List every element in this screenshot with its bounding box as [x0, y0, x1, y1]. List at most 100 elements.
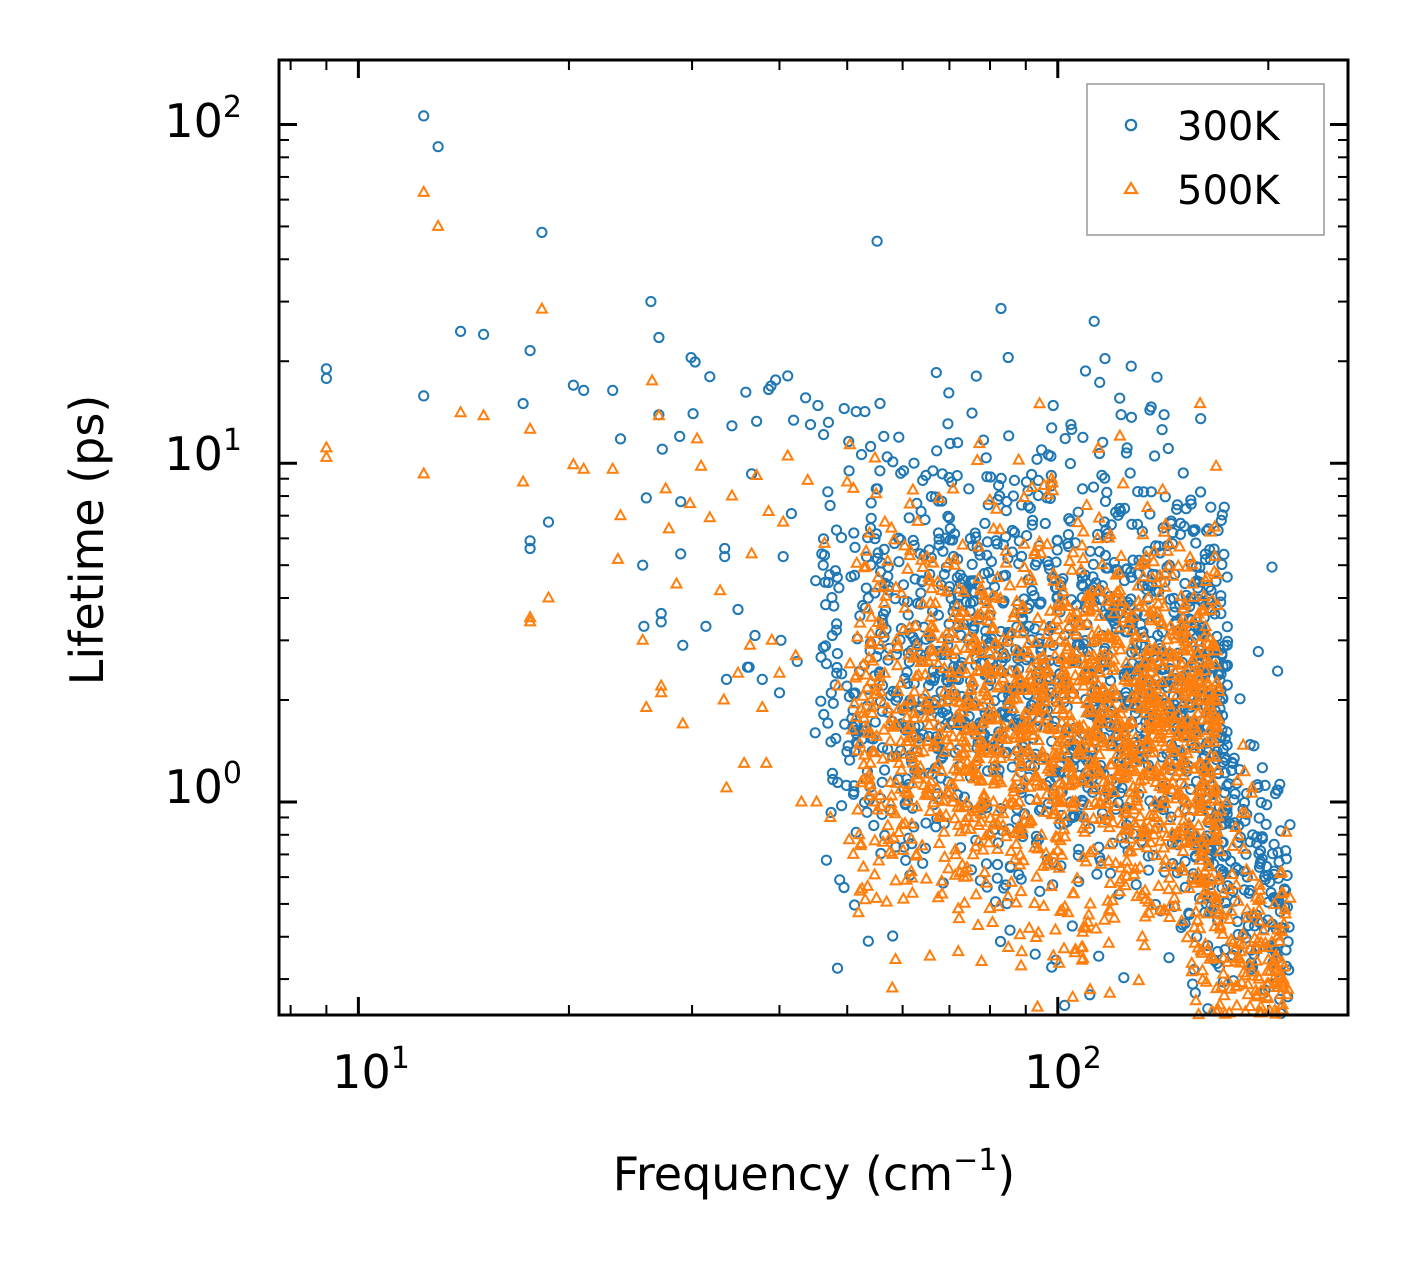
point-500K	[910, 799, 924, 812]
point-500K	[918, 694, 932, 707]
point-500K	[1179, 833, 1193, 846]
point-500K	[1026, 701, 1040, 714]
point-500K	[1003, 578, 1017, 591]
point-500K	[971, 607, 985, 620]
point-500K	[981, 672, 996, 685]
point-500K	[1088, 758, 1102, 771]
point-500K	[1235, 805, 1249, 818]
point-500K	[1091, 440, 1105, 453]
point-300K	[1218, 501, 1230, 513]
point-500K	[885, 980, 899, 993]
point-500K	[852, 827, 866, 840]
y-tick-label-1: 100	[164, 756, 242, 814]
point-500K	[645, 373, 659, 386]
point-300K	[1219, 767, 1231, 779]
point-500K	[977, 790, 991, 803]
point-500K	[1222, 911, 1237, 924]
point-300K	[843, 465, 855, 477]
point-500K	[1059, 760, 1074, 773]
point-500K	[1016, 853, 1030, 866]
point-500K	[904, 730, 918, 743]
point-500K	[1201, 859, 1215, 872]
point-500K	[974, 806, 988, 819]
point-500K	[948, 811, 962, 824]
point-500K	[1078, 661, 1092, 674]
point-300K	[1064, 458, 1077, 470]
point-500K	[1210, 674, 1224, 687]
point-500K	[1042, 721, 1057, 734]
point-500K	[892, 755, 906, 768]
point-300K	[992, 837, 1004, 849]
point-500K	[1110, 633, 1124, 646]
point-500K	[932, 836, 946, 849]
point-500K	[1225, 866, 1239, 879]
point-500K	[1192, 756, 1206, 769]
point-500K	[1187, 589, 1201, 602]
point-300K	[1093, 447, 1106, 460]
point-500K	[1066, 732, 1080, 745]
point-500K	[1040, 787, 1054, 800]
point-500K	[857, 757, 871, 770]
point-500K	[1204, 881, 1218, 894]
point-500K	[889, 749, 903, 762]
point-300K	[675, 496, 687, 508]
point-500K	[961, 692, 975, 705]
point-500K	[1106, 815, 1120, 828]
point-500K	[1150, 759, 1165, 772]
point-500K	[897, 538, 912, 551]
point-500K	[1231, 828, 1246, 841]
point-300K	[809, 727, 821, 739]
point-500K	[744, 546, 759, 559]
point-300K	[815, 651, 827, 663]
point-300K	[1190, 537, 1202, 549]
point-300K	[675, 548, 687, 560]
point-300K	[1221, 621, 1233, 633]
point-300K	[862, 532, 874, 544]
point-300K	[1003, 430, 1015, 442]
point-300K	[1125, 593, 1137, 605]
point-500K	[1097, 912, 1112, 925]
point-500K	[972, 436, 987, 449]
point-500K	[941, 861, 956, 874]
point-500K	[1194, 943, 1208, 956]
point-500K	[884, 795, 898, 808]
point-300K	[930, 367, 942, 379]
point-300K	[847, 721, 859, 733]
point-500K	[876, 696, 890, 709]
point-500K	[683, 496, 697, 509]
point-500K	[1053, 632, 1067, 645]
point-500K	[894, 586, 909, 599]
point-500K	[1063, 553, 1077, 566]
point-500K	[1144, 702, 1158, 715]
point-500K	[1153, 768, 1168, 781]
point-500K	[927, 739, 941, 752]
point-500K	[1035, 673, 1049, 686]
point-300K	[1218, 548, 1230, 561]
point-500K	[1113, 860, 1128, 873]
point-500K	[898, 784, 912, 797]
point-500K	[1046, 617, 1060, 630]
point-500K	[846, 846, 860, 859]
point-500K	[1059, 671, 1073, 684]
point-300K	[936, 468, 949, 480]
point-500K	[1118, 769, 1133, 782]
point-500K	[974, 583, 988, 596]
point-500K	[566, 457, 581, 470]
point-500K	[1139, 718, 1153, 731]
point-500K	[869, 686, 883, 699]
point-500K	[1147, 821, 1162, 834]
point-500K	[1124, 843, 1138, 856]
point-500K	[1080, 616, 1094, 629]
point-500K	[1087, 705, 1101, 718]
point-500K	[1212, 869, 1226, 882]
point-500K	[1083, 845, 1097, 858]
point-500K	[875, 625, 890, 638]
point-500K	[858, 892, 872, 905]
point-500K	[1153, 833, 1168, 846]
point-500K	[1055, 666, 1069, 679]
point-500K	[934, 763, 949, 776]
point-300K	[524, 535, 536, 547]
point-500K	[1105, 739, 1120, 752]
point-300K	[1227, 757, 1239, 770]
point-500K	[906, 482, 920, 495]
